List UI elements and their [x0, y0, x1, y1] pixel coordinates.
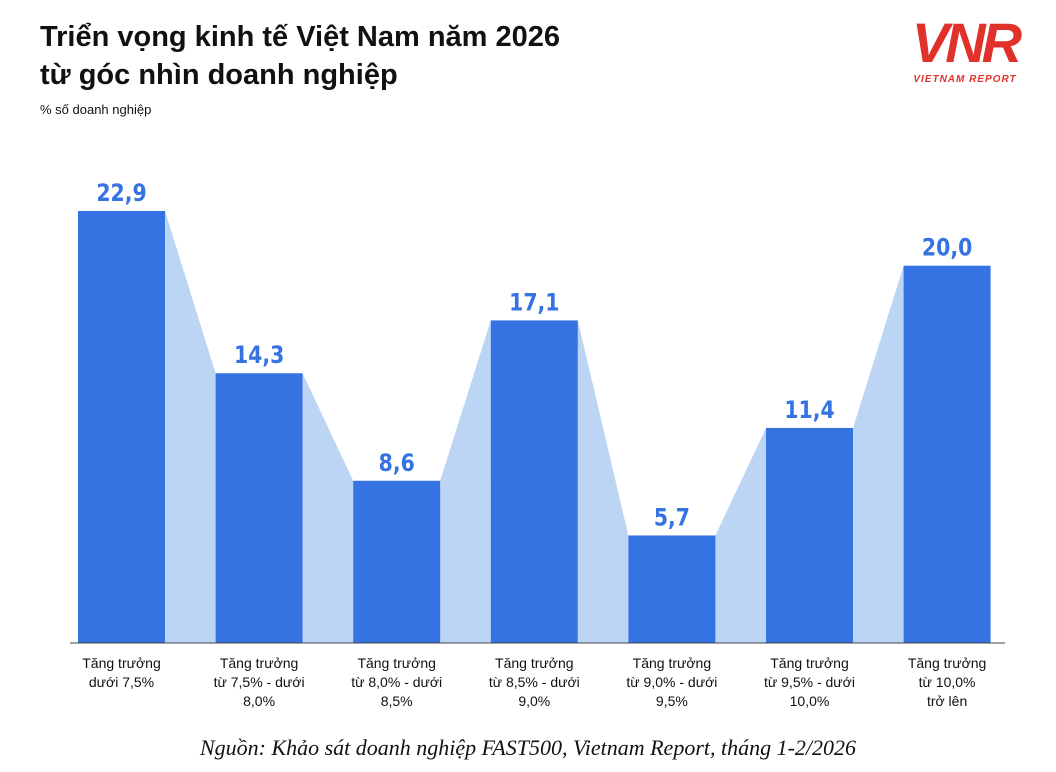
logo: VNR VIETNAM REPORT: [900, 11, 1030, 86]
x-tick-label: Tăng trưởng từ 7,5% - dưới 8,0%: [213, 655, 305, 709]
connector: [853, 265, 904, 643]
x-tick-label: Tăng trưởng từ 9,5% - dưới 10,0%: [764, 655, 855, 709]
chart-subtitle: % số doanh nghiệp: [40, 102, 152, 117]
connector: [165, 211, 216, 643]
bar: [78, 211, 165, 643]
connector: [715, 427, 766, 643]
value-label: 14,3: [234, 342, 284, 370]
connector: [440, 320, 491, 643]
connector: [302, 373, 354, 643]
bar: [903, 265, 991, 643]
value-label: 8,6: [379, 449, 415, 477]
x-tick-label: Tăng trưởng từ 8,5% - dưới 9,0%: [488, 655, 580, 709]
value-label: 17,1: [509, 289, 559, 317]
connector: [577, 320, 629, 643]
bar: [215, 373, 303, 643]
value-label: 5,7: [654, 504, 690, 532]
x-tick-label: Tăng trưởng từ 10,0% trở lên: [907, 655, 987, 709]
bar: [628, 535, 716, 643]
value-label: 22,9: [96, 179, 146, 207]
bar: [490, 320, 578, 643]
logo-mark: VNR: [911, 11, 1022, 74]
x-tick-label: Tăng trưởng dưới 7,5%: [82, 655, 161, 690]
bar: [353, 480, 441, 643]
logo-name: VIETNAM REPORT: [913, 74, 1017, 85]
chart-title: Triển vọng kinh tế Việt Nam năm 2026 từ …: [40, 21, 561, 91]
value-label: 20,0: [922, 234, 972, 262]
source-note: Nguồn: Khảo sát doanh nghiệp FAST500, Vi…: [199, 735, 857, 760]
x-tick-label: Tăng trưởng từ 9,0% - dưới 9,5%: [626, 655, 718, 709]
value-label: 11,4: [784, 396, 834, 424]
bar: [766, 427, 853, 643]
x-tick-label: Tăng trưởng từ 8,0% - dưới 8,5%: [351, 655, 443, 709]
